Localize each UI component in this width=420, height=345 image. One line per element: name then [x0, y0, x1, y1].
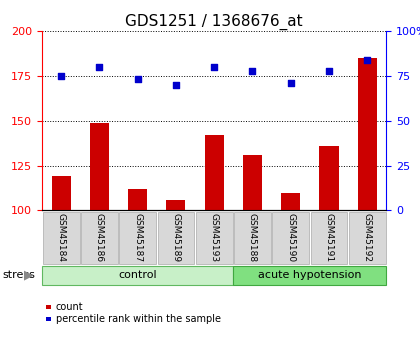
Point — [58, 73, 65, 79]
Text: percentile rank within the sample: percentile rank within the sample — [56, 314, 220, 324]
Text: stress: stress — [2, 270, 35, 280]
Point — [173, 82, 179, 88]
Text: GSM45192: GSM45192 — [363, 213, 372, 262]
Point — [249, 68, 256, 73]
Text: ▶: ▶ — [24, 269, 33, 282]
Point — [326, 68, 332, 73]
Bar — [205, 135, 224, 210]
Point — [134, 77, 141, 82]
Text: GSM45184: GSM45184 — [57, 213, 66, 262]
Bar — [166, 200, 186, 210]
Text: control: control — [118, 270, 157, 280]
Bar — [358, 58, 377, 210]
Text: GSM45187: GSM45187 — [133, 213, 142, 262]
Bar — [281, 193, 300, 210]
Point — [364, 57, 370, 62]
Point — [287, 80, 294, 86]
Point — [96, 64, 103, 70]
Bar — [128, 189, 147, 210]
Text: acute hypotension: acute hypotension — [258, 270, 362, 280]
Bar — [90, 122, 109, 210]
Point — [211, 64, 218, 70]
Text: GSM45191: GSM45191 — [325, 213, 333, 262]
Text: GSM45189: GSM45189 — [171, 213, 181, 262]
Text: count: count — [56, 302, 83, 312]
Text: GSM45188: GSM45188 — [248, 213, 257, 262]
Text: GSM45190: GSM45190 — [286, 213, 295, 262]
Text: GSM45186: GSM45186 — [95, 213, 104, 262]
Bar — [320, 146, 339, 210]
Title: GDS1251 / 1368676_at: GDS1251 / 1368676_at — [126, 13, 303, 30]
Bar — [243, 155, 262, 210]
Text: GSM45193: GSM45193 — [210, 213, 219, 262]
Bar — [52, 176, 71, 210]
